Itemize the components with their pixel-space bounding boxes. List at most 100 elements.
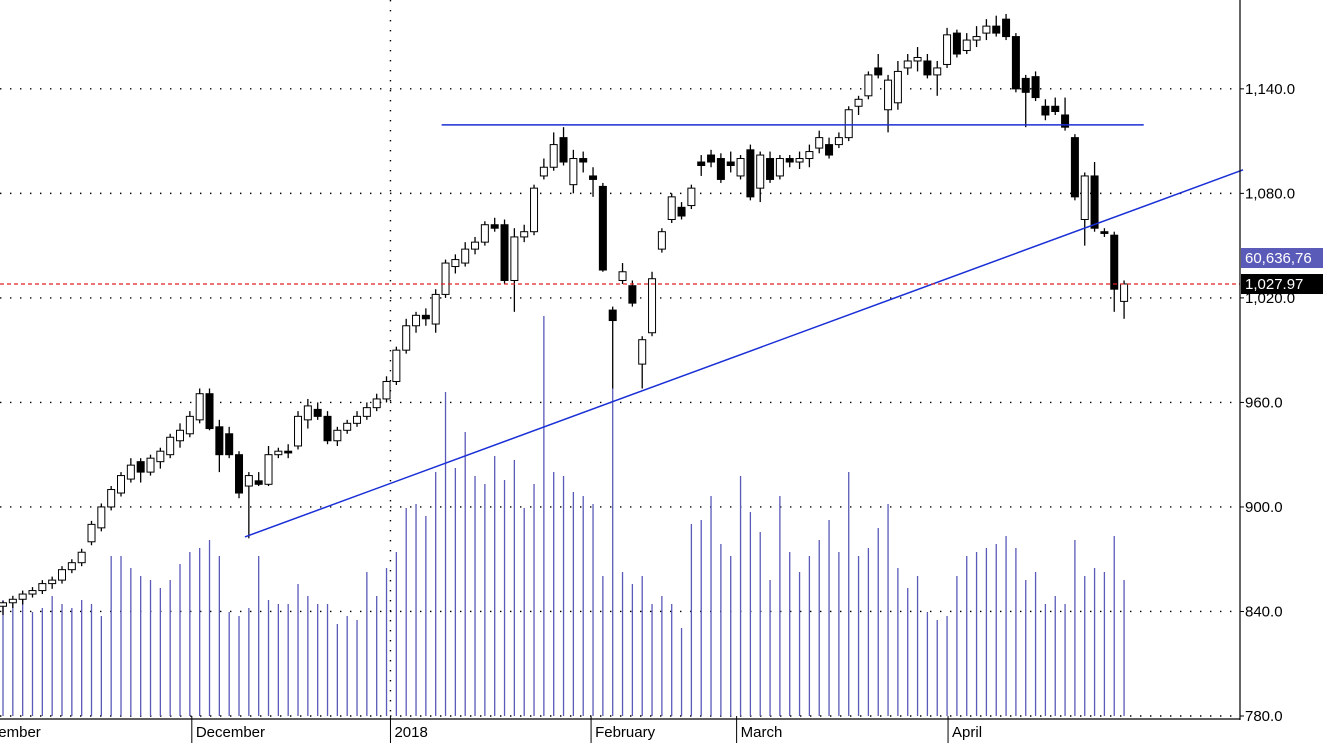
- y-tick-label: 960.0: [1245, 394, 1283, 411]
- candle-body: [451, 259, 460, 268]
- candle-body: [323, 415, 332, 442]
- candle-body: [520, 231, 529, 238]
- x-tick-label: December: [196, 724, 265, 741]
- candle-body: [117, 475, 126, 494]
- volume-label: 60,636,76: [1245, 250, 1312, 267]
- candle-body: [1051, 105, 1060, 112]
- candle-body: [195, 393, 204, 421]
- candle-body: [421, 314, 430, 320]
- candle-body: [874, 67, 883, 76]
- volume-bars: [2, 316, 1125, 716]
- candle-body: [923, 60, 932, 76]
- candle-body: [825, 144, 834, 156]
- candle-body: [608, 309, 617, 322]
- candle-body: [982, 25, 991, 34]
- candle-body: [775, 158, 784, 177]
- candle-body: [736, 158, 745, 177]
- candle-body: [500, 224, 509, 281]
- candle-body: [431, 293, 440, 325]
- candle-body: [854, 98, 863, 107]
- candle-body: [638, 339, 647, 365]
- y-tick-label: 900.0: [1245, 499, 1283, 516]
- x-tick-label: November: [0, 724, 41, 741]
- candle-body: [834, 137, 843, 146]
- x-tick-label: April: [952, 724, 982, 741]
- candle-body: [677, 206, 686, 217]
- candle-body: [933, 67, 942, 76]
- candle-body: [215, 426, 224, 456]
- candle-body: [77, 551, 86, 564]
- candle-body: [962, 39, 971, 52]
- candle-body: [8, 598, 17, 604]
- candle-body: [38, 583, 47, 592]
- candle-body: [1070, 137, 1079, 198]
- candle-body: [1041, 105, 1050, 116]
- grid: [0, 0, 1240, 717]
- candle-body: [244, 475, 253, 487]
- candle-body: [441, 262, 450, 295]
- candle-body: [412, 314, 421, 327]
- candle-body: [756, 154, 765, 189]
- y-tick-label: 1,140.0: [1245, 81, 1295, 98]
- candle-body: [166, 436, 175, 456]
- candle-body: [648, 278, 657, 334]
- candle-body: [1080, 175, 1089, 221]
- candle-body: [185, 415, 194, 435]
- candle-body: [28, 590, 37, 595]
- candle-body: [795, 158, 804, 163]
- candle-body: [697, 161, 706, 166]
- candle-body: [943, 34, 952, 65]
- candle-body: [864, 74, 873, 97]
- candle-body: [785, 158, 794, 163]
- candle-body: [1120, 283, 1129, 302]
- candle-body: [0, 602, 7, 607]
- candle-body: [1002, 18, 1011, 38]
- candle-body: [333, 429, 342, 442]
- candle-body: [579, 158, 588, 163]
- candle-body: [687, 187, 696, 207]
- last-price-label: 1,027.97: [1245, 276, 1303, 293]
- candle-body: [235, 454, 244, 494]
- candle-body: [569, 158, 578, 186]
- candle-body: [48, 579, 57, 585]
- candle-body: [815, 137, 824, 149]
- candle-body: [87, 523, 96, 543]
- candle-body: [1061, 114, 1070, 128]
- candle-body: [284, 450, 293, 454]
- candle-body: [598, 185, 607, 271]
- candle-body: [1110, 234, 1119, 290]
- candle-body: [726, 161, 735, 166]
- candle-body: [805, 151, 814, 160]
- candle-body: [559, 137, 568, 163]
- candle-body: [657, 231, 666, 250]
- candle-body: [667, 196, 676, 221]
- candle-body: [353, 415, 362, 424]
- candle-body: [264, 454, 273, 485]
- last-price-box: [1241, 274, 1323, 295]
- candle-body: [913, 56, 922, 62]
- candle-body: [530, 187, 539, 233]
- trendline: [244, 169, 1244, 538]
- candle-body: [146, 457, 155, 473]
- candle-body: [176, 429, 185, 442]
- candle-body: [205, 393, 214, 430]
- candle-body: [107, 489, 116, 508]
- candle-body: [628, 285, 637, 304]
- candle-body: [480, 224, 489, 243]
- candle-body: [1031, 76, 1040, 99]
- candle-body: [156, 450, 165, 463]
- candle-body: [402, 325, 411, 351]
- candle-body: [707, 154, 716, 163]
- x-tick-label: February: [595, 724, 656, 741]
- candle-body: [274, 450, 283, 456]
- candle-body: [510, 236, 519, 281]
- candle-body: [372, 398, 381, 409]
- candle-body: [313, 408, 322, 417]
- volume-label-box: [1241, 248, 1323, 269]
- x-tick-label: 2018: [394, 724, 427, 741]
- candle-body: [539, 166, 548, 177]
- candle-body: [589, 175, 598, 180]
- candle-body: [303, 405, 312, 421]
- candle-body: [382, 381, 391, 400]
- candle-body: [1100, 231, 1109, 234]
